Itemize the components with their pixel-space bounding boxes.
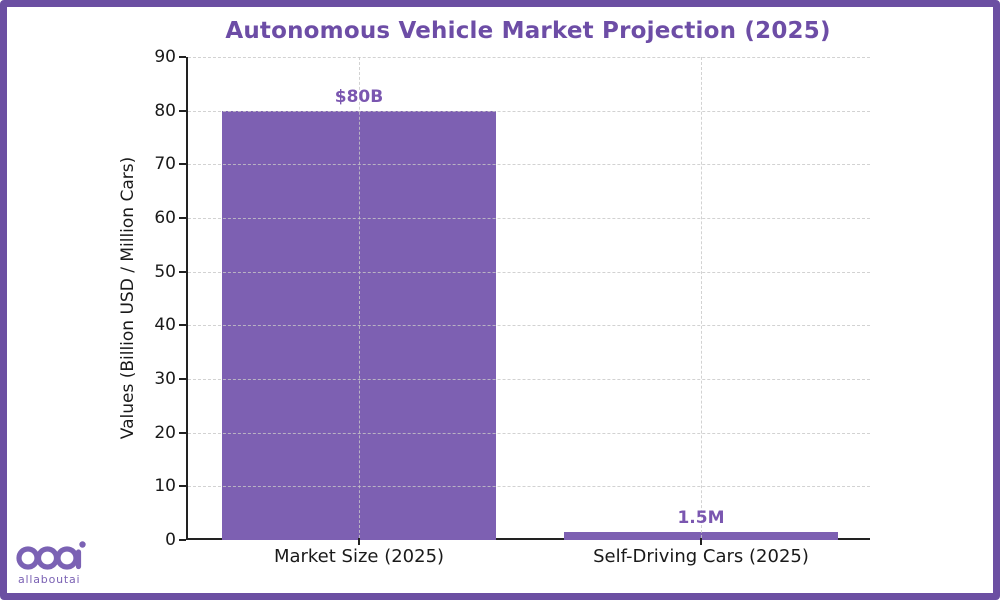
logo-text: allaboutai bbox=[18, 573, 81, 586]
allaboutai-logo: allaboutai bbox=[16, 541, 90, 586]
x-tick-mark bbox=[358, 538, 360, 545]
y-tick-label: 0 bbox=[165, 530, 176, 550]
gridline-vertical bbox=[701, 57, 702, 538]
y-tick-mark bbox=[179, 324, 186, 327]
y-tick-mark bbox=[179, 163, 186, 166]
y-tick-label: 50 bbox=[154, 261, 176, 282]
gridline-horizontal bbox=[188, 271, 870, 273]
y-tick-label: 90 bbox=[154, 47, 176, 67]
y-tick-label: 80 bbox=[154, 100, 176, 121]
y-tick-label: 20 bbox=[154, 422, 176, 443]
gridline-vertical bbox=[359, 57, 360, 538]
gridline-horizontal bbox=[188, 325, 870, 327]
bar bbox=[564, 531, 838, 540]
y-tick-mark bbox=[179, 378, 186, 380]
gridline-horizontal bbox=[188, 486, 870, 488]
x-tick-label: Market Size (2025) bbox=[273, 546, 445, 567]
y-tick-label: 10 bbox=[154, 476, 176, 497]
y-tick-mark bbox=[179, 109, 186, 112]
plot-area: 0 10 20 30 40 50 60 70 80 90 $80B Market Size (2025… bbox=[154, 47, 870, 567]
y-tick-label: 30 bbox=[154, 369, 176, 389]
gridline-horizontal bbox=[188, 57, 870, 58]
bar-value-label: 1.5M bbox=[677, 507, 725, 528]
y-tick-mark bbox=[179, 217, 186, 219]
bar-value-label: $80B bbox=[334, 86, 384, 107]
gridline-horizontal bbox=[188, 218, 870, 219]
x-tick-label: Self-Driving Cars (2025) bbox=[593, 546, 809, 567]
y-axis-label: Values (Billion USD / Million Cars) bbox=[118, 156, 138, 440]
y-tick-mark bbox=[179, 270, 186, 273]
y-tick-label: 40 bbox=[154, 315, 176, 336]
chart-title: Autonomous Vehicle Market Projection (20… bbox=[225, 18, 831, 44]
gridline-horizontal bbox=[188, 379, 870, 380]
y-tick-mark bbox=[179, 431, 186, 434]
x-tick-mark bbox=[700, 538, 702, 545]
gridline-horizontal bbox=[188, 110, 870, 112]
y-tick-label: 70 bbox=[154, 154, 176, 175]
y-tick-label: 60 bbox=[154, 208, 176, 228]
y-tick-mark bbox=[179, 56, 186, 58]
gridline-horizontal bbox=[188, 164, 870, 166]
y-tick-mark bbox=[179, 485, 186, 488]
allaboutai-logo-icon bbox=[16, 541, 86, 570]
gridline-horizontal bbox=[188, 432, 870, 434]
y-tick-mark bbox=[179, 539, 186, 541]
bar bbox=[222, 110, 496, 540]
